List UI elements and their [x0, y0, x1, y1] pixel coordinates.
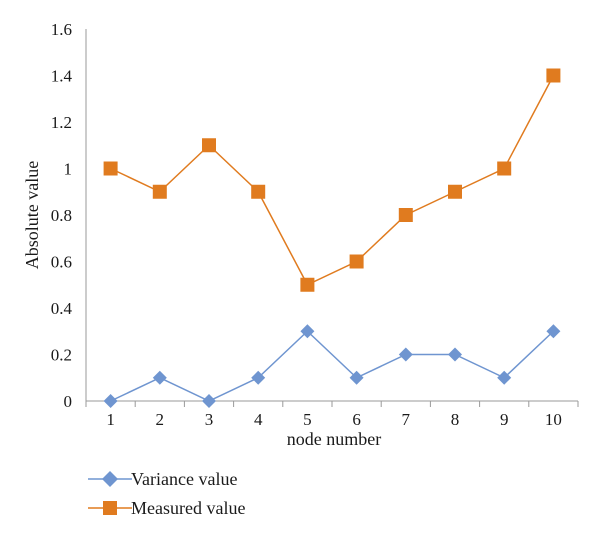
y-tick-label: 0.2	[51, 346, 72, 365]
axes	[85, 29, 578, 402]
data-point-measured	[300, 277, 315, 292]
y-tick-label: 0.8	[51, 206, 72, 225]
data-point-measured	[251, 184, 266, 199]
y-tick-label: 1.6	[51, 20, 72, 39]
data-point-variance	[251, 370, 266, 385]
series-measured	[103, 68, 561, 292]
data-point-variance	[202, 394, 216, 408]
y-tick-label: 1.2	[51, 113, 72, 132]
x-tick-labels: 1 2 3 4 5 6 7 8 9 10	[85, 401, 579, 429]
x-axis-title: node number	[287, 429, 381, 449]
series-line-measured	[110, 75, 555, 286]
legend-item-measured: Measured value	[88, 498, 245, 518]
legend-label-measured: Measured value	[131, 498, 245, 518]
x-tick-label: 1	[106, 410, 115, 429]
x-tick-label: 5	[303, 410, 312, 429]
data-point-variance	[448, 347, 462, 362]
data-point-variance	[103, 394, 118, 408]
series-variance	[103, 324, 561, 408]
data-point-measured	[202, 138, 216, 153]
x-tick-label: 2	[156, 410, 165, 429]
data-point-measured	[398, 208, 413, 222]
x-tick-label: 3	[205, 410, 214, 429]
y-axis-title: Absolute value	[22, 161, 42, 269]
legend-marker-square-icon	[103, 501, 117, 515]
data-point-measured	[497, 161, 512, 176]
data-point-measured	[349, 254, 364, 269]
series-layer	[103, 68, 561, 408]
series-line-variance	[110, 330, 554, 402]
x-tick-label: 4	[254, 410, 263, 429]
legend-label-variance: Variance value	[131, 469, 237, 489]
data-point-variance	[152, 370, 167, 385]
y-tick-label: 1.4	[51, 67, 73, 86]
x-tick-label: 6	[352, 410, 361, 429]
legend-item-variance: Variance value	[88, 469, 237, 489]
y-tick-label: 1	[64, 160, 73, 179]
data-point-variance	[349, 370, 364, 385]
x-tick-label: 7	[402, 410, 411, 429]
data-point-variance	[300, 324, 315, 339]
data-point-variance	[497, 370, 512, 385]
x-tick-label: 8	[451, 410, 460, 429]
data-point-measured	[103, 161, 118, 176]
x-tick-label: 10	[545, 410, 562, 429]
y-tick-label: 0.4	[51, 299, 73, 318]
x-tick-label: 9	[500, 410, 509, 429]
data-point-measured	[546, 68, 561, 83]
data-point-measured	[448, 184, 462, 199]
legend-marker-diamond-icon	[102, 471, 118, 487]
data-point-variance	[546, 324, 561, 339]
y-tick-labels: 0 0.2 0.4 0.6 0.8 1 1.2 1.4 1.6	[51, 20, 73, 411]
data-point-measured	[152, 184, 167, 199]
y-tick-label: 0.6	[51, 253, 72, 272]
data-point-variance	[398, 347, 413, 362]
legend: Variance value Measured value	[88, 469, 245, 518]
y-tick-label: 0	[64, 392, 73, 411]
